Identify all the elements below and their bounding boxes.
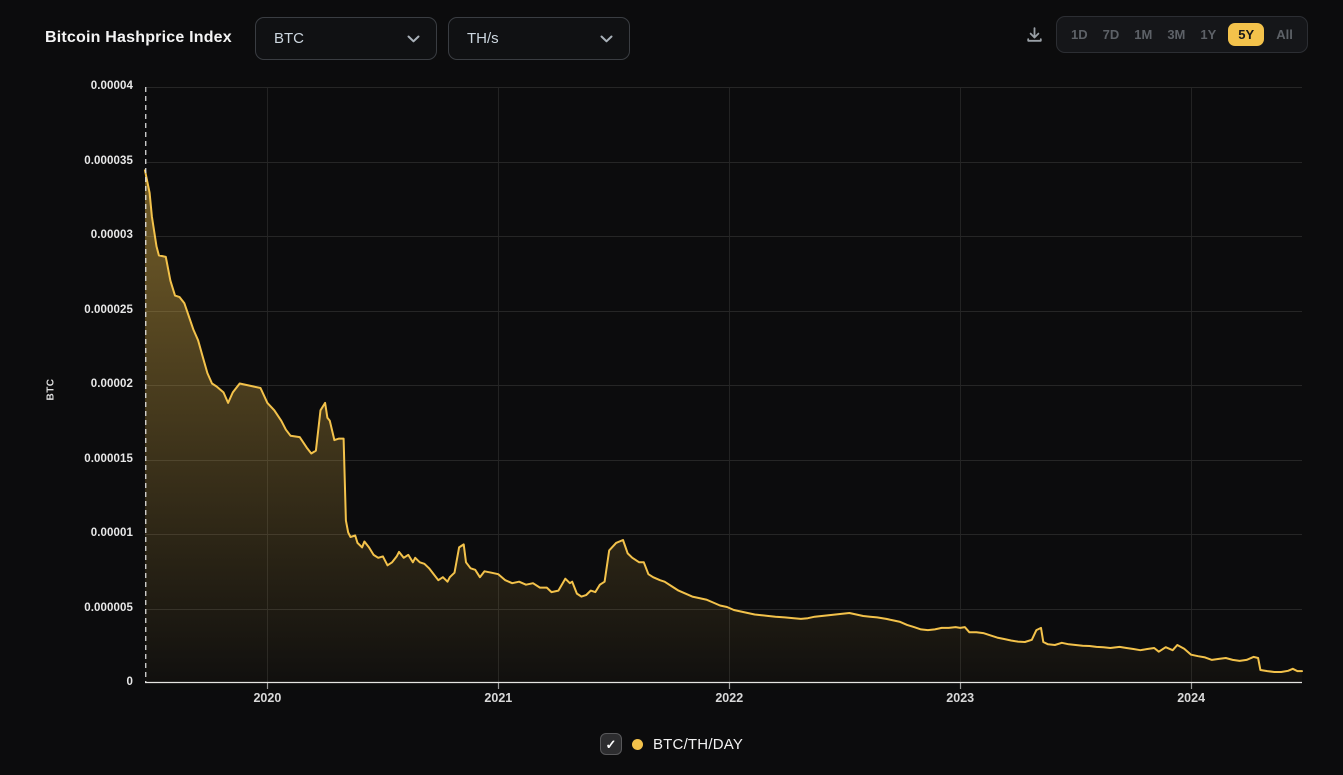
checkmark-icon: ✓	[605, 736, 617, 752]
x-tick-label: 2024	[1177, 691, 1206, 705]
range-button-group: 1D 7D 1M 3M 1Y 5Y All	[1056, 16, 1308, 53]
y-tick-label: 0	[126, 676, 133, 688]
range-button-5y[interactable]: 5Y	[1228, 23, 1265, 46]
download-button[interactable]	[1020, 21, 1048, 49]
range-button-1y[interactable]: 1Y	[1197, 24, 1219, 45]
hashprice-chart-canvas[interactable]	[144, 87, 1303, 689]
series-line-btc-th-day	[144, 169, 1303, 673]
range-button-all[interactable]: All	[1273, 24, 1296, 45]
legend: ✓ BTC/TH/DAY	[0, 733, 1343, 755]
chevron-down-icon	[407, 35, 420, 42]
y-tick-label: 0.000005	[84, 601, 133, 614]
y-tick-label: 0.00003	[90, 229, 133, 241]
series-area-btc-th-day	[145, 170, 1302, 683]
y-tick-label: 0.000015	[84, 452, 133, 465]
y-tick-label: 0.00001	[90, 527, 133, 539]
legend-series-label[interactable]: BTC/TH/DAY	[652, 735, 744, 753]
currency-select-value: BTC	[274, 30, 304, 47]
y-tick-label: 0.00004	[90, 80, 133, 92]
download-icon	[1026, 26, 1042, 42]
page-title: Bitcoin Hashprice Index	[45, 29, 232, 46]
legend-checkbox[interactable]: ✓	[599, 733, 622, 755]
x-tick-label: 2020	[253, 691, 282, 705]
chevron-down-icon	[600, 35, 613, 42]
legend-series-dot	[631, 738, 643, 750]
x-tick-label: 2022	[715, 691, 744, 705]
y-tick-label: 0.00002	[90, 378, 133, 390]
range-button-3m[interactable]: 3M	[1164, 24, 1188, 45]
range-button-7d[interactable]: 7D	[1100, 24, 1123, 45]
currency-select[interactable]: BTC	[255, 17, 437, 60]
x-tick-label: 2021	[484, 691, 513, 705]
unit-select-value: TH/s	[467, 30, 499, 47]
y-tick-label: 0.000025	[84, 303, 133, 316]
unit-select[interactable]: TH/s	[448, 17, 630, 60]
y-tick-label: 0.000035	[84, 154, 133, 167]
range-button-1m[interactable]: 1M	[1131, 24, 1155, 45]
range-button-1d[interactable]: 1D	[1068, 24, 1091, 45]
x-tick-label: 2023	[946, 691, 975, 705]
